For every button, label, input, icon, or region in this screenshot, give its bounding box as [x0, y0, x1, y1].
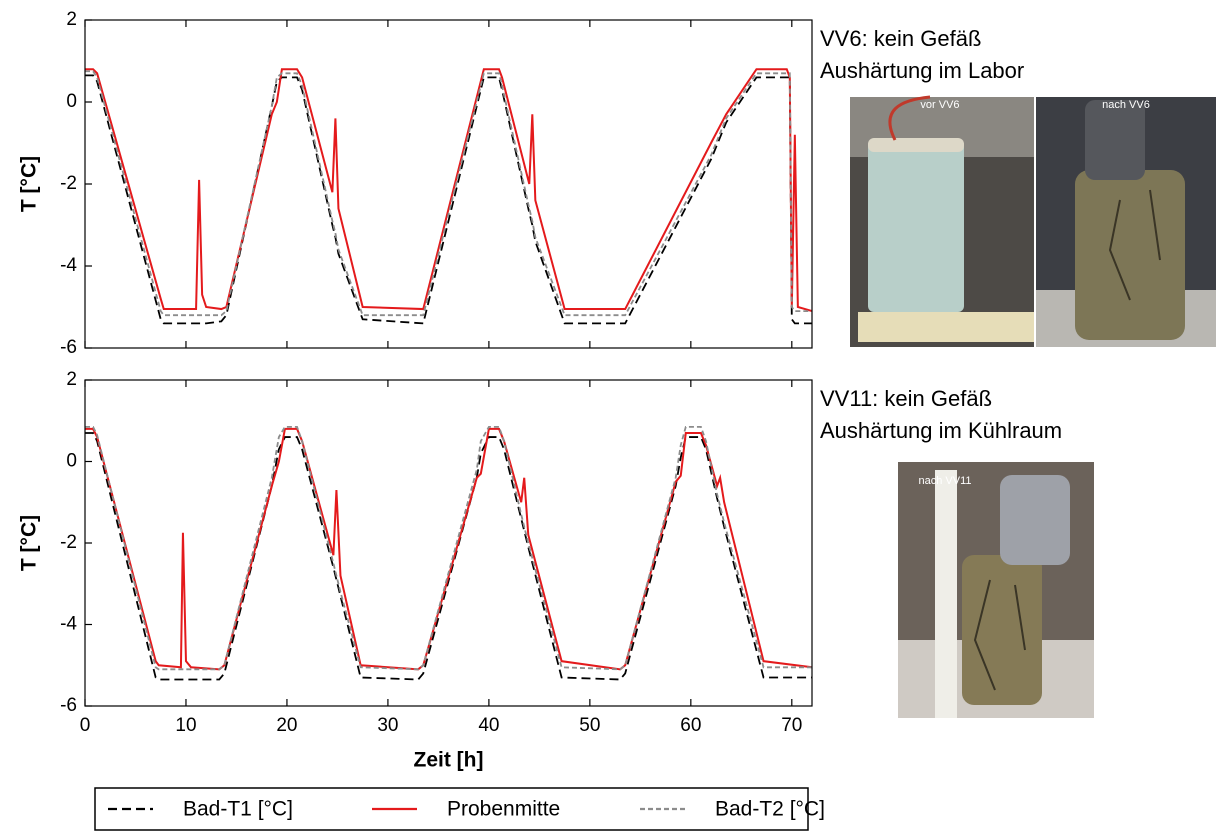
series-line	[85, 425, 812, 671]
y-tick-label: -2	[60, 532, 77, 553]
y-tick-label: 0	[66, 451, 77, 472]
x-tick-label: 40	[478, 715, 499, 736]
x-tick-label: 20	[276, 715, 297, 736]
y-tick-label: 0	[66, 91, 77, 112]
panel-line: VV11: kein Gefäß	[820, 386, 992, 411]
photo-label: nach VV11	[918, 475, 971, 487]
series-line	[85, 70, 812, 317]
y-tick-label: -6	[60, 337, 77, 358]
legend-frame	[94, 787, 809, 831]
y-tick-label: -4	[60, 614, 77, 635]
photo-label: vor VV6	[920, 99, 959, 111]
panel-line: VV6: kein Gefäß	[820, 26, 981, 51]
x-tick-label: 30	[377, 715, 398, 736]
x-tick-label: 70	[781, 715, 802, 736]
photo: vor VV6	[850, 95, 1034, 347]
series-line	[85, 432, 812, 681]
x-tick-label: 0	[80, 715, 91, 736]
legend-label: Bad-T2 [°C]	[715, 798, 825, 821]
y-tick-label: 2	[66, 9, 77, 30]
y-tick-label: -2	[60, 173, 77, 194]
x-axis-label: Zeit [h]	[414, 749, 484, 772]
y-axis-label: T [°C]	[18, 156, 41, 212]
series-line	[85, 74, 812, 325]
y-axis-label: T [°C]	[18, 515, 41, 571]
y-tick-label: -4	[60, 255, 77, 276]
panel-line: Aushärtung im Labor	[820, 58, 1024, 83]
legend-label: Probenmitte	[447, 798, 560, 821]
panel-line: Aushärtung im Kühlraum	[820, 418, 1062, 443]
photo: nach VV6	[1036, 97, 1216, 347]
x-tick-label: 50	[579, 715, 600, 736]
x-tick-label: 10	[175, 715, 196, 736]
legend-label: Bad-T1 [°C]	[183, 798, 293, 821]
plot-frame	[84, 19, 813, 349]
series-line	[85, 68, 813, 313]
plot-frame	[84, 379, 813, 707]
photo-label: nach VV6	[1102, 99, 1150, 111]
x-tick-label: 60	[680, 715, 701, 736]
y-tick-label: -6	[60, 695, 77, 716]
photo: nach VV11	[898, 462, 1094, 718]
y-tick-label: 2	[66, 369, 77, 390]
series-line	[85, 427, 813, 671]
